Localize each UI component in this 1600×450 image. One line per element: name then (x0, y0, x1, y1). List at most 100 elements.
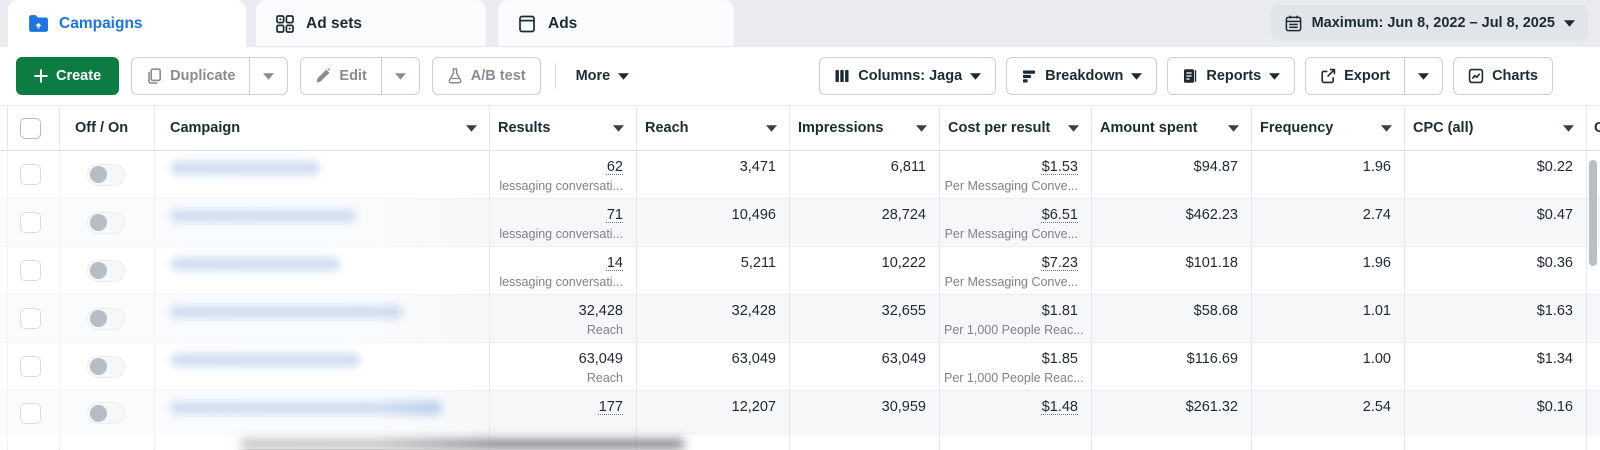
campaign-toggle-off[interactable] (87, 307, 125, 330)
sort-caret-icon[interactable] (1068, 124, 1079, 132)
cost-per-result-sublabel: Per Messaging Conve... (944, 227, 1078, 241)
row-gutter (0, 151, 8, 199)
header-campaign[interactable]: Campaign (155, 106, 490, 151)
frequency-value: 2.54 (1362, 399, 1391, 415)
row-campaign-cell[interactable] (155, 391, 490, 435)
results: 32,428 Reach (490, 295, 637, 343)
cost-per-result: $1.48 (940, 391, 1092, 435)
header-off-on[interactable]: Off / On (60, 106, 155, 151)
results-sublabel: Reach (586, 371, 623, 385)
frequency-value: 2.74 (1362, 207, 1391, 223)
row-campaign-cell[interactable] (155, 199, 490, 247)
breakdown-button[interactable]: Breakdown (1006, 57, 1158, 95)
header-cpc[interactable]: CPC (all) (1405, 106, 1587, 151)
export-button[interactable]: Export (1306, 58, 1405, 94)
header-impressions[interactable]: Impressions (790, 106, 940, 151)
sort-caret-icon[interactable] (1228, 124, 1239, 132)
header-frequency[interactable]: Frequency (1252, 106, 1405, 151)
export-button-group: Export (1305, 57, 1444, 95)
row-metric-cell (790, 435, 940, 450)
create-button[interactable]: Create (16, 57, 120, 95)
header-reach[interactable]: Reach (637, 106, 790, 151)
cpc-value: $0.16 (1536, 399, 1573, 415)
columns-button[interactable]: Columns: Jaga (819, 57, 997, 95)
amount-spent: $101.18 (1092, 247, 1252, 295)
campaign-toggle-off[interactable] (87, 355, 125, 378)
cost-per-result-value: $6.51 (1041, 207, 1078, 223)
cpc: $0.36 (1405, 247, 1587, 295)
row-toggle-cell (60, 199, 155, 247)
header-cost-per-result[interactable]: Cost per result (940, 106, 1092, 151)
duplicate-dropdown-toggle[interactable] (249, 58, 287, 94)
row-campaign-cell[interactable] (155, 151, 490, 199)
charts-icon (1468, 68, 1484, 84)
row-metric-cell (940, 435, 1092, 450)
plus-icon (34, 69, 48, 83)
header-select-cell (8, 106, 60, 151)
amount-spent-value: $58.68 (1193, 303, 1238, 319)
impressions-value: 28,724 (881, 207, 926, 223)
reports-button[interactable]: Reports (1167, 57, 1296, 95)
duplicate-button[interactable]: Duplicate (132, 58, 250, 94)
reach-value: 32,428 (731, 303, 776, 319)
frequency: 2.54 (1252, 391, 1405, 435)
select-all-checkbox[interactable] (20, 117, 41, 139)
ab-test-button[interactable]: A/B test (431, 57, 541, 95)
date-range-button[interactable]: Maximum: Jun 8, 2022 – Jul 8, 2025 (1270, 5, 1588, 41)
row-checkbox[interactable] (20, 356, 41, 377)
table-row: 177 12,207 30,959 $1.48 $261.32 2.54 $0.16 (0, 391, 1600, 435)
row-select-cell (8, 343, 60, 391)
frequency: 1.96 (1252, 151, 1405, 199)
tab-ad-sets[interactable]: Ad sets (256, 0, 486, 47)
chevron-down-icon (618, 72, 630, 80)
date-range-label: Maximum: Jun 8, 2022 – Jul 8, 2025 (1311, 15, 1555, 31)
cpc-value: $1.63 (1536, 303, 1573, 319)
sort-caret-icon[interactable] (766, 124, 777, 132)
header-amount-spent[interactable]: Amount spent (1092, 106, 1252, 151)
cpc: $0.16 (1405, 391, 1587, 435)
header-results[interactable]: Results (490, 106, 637, 151)
row-select-cell (8, 151, 60, 199)
sort-caret-icon[interactable] (466, 124, 477, 132)
row-checkbox[interactable] (20, 164, 41, 185)
amount-spent: $94.87 (1092, 151, 1252, 199)
row-campaign-cell[interactable] (155, 343, 490, 391)
chevron-down-icon (263, 72, 275, 80)
campaign-name-redacted (170, 209, 356, 223)
export-dropdown-toggle[interactable] (1404, 58, 1442, 94)
reach: 12,207 (637, 391, 790, 435)
sort-caret-icon[interactable] (1563, 124, 1574, 132)
amount-spent: $462.23 (1092, 199, 1252, 247)
campaign-toggle-off[interactable] (87, 259, 125, 282)
charts-button[interactable]: Charts (1453, 57, 1553, 95)
vertical-scrollbar[interactable] (1589, 160, 1597, 266)
row-gutter (0, 247, 8, 295)
row-checkbox[interactable] (20, 308, 41, 329)
pencil-icon (315, 68, 331, 84)
row-campaign-cell[interactable] (155, 295, 490, 343)
table-body: 62 lessaging conversati... 3,471 6,811 $1.53… (0, 151, 1600, 450)
tab-campaigns[interactable]: Campaigns (8, 0, 246, 47)
reports-icon (1182, 68, 1198, 84)
toggle-knob (90, 358, 107, 375)
tab-ads[interactable]: Ads (498, 0, 734, 47)
campaign-toggle-off[interactable] (87, 163, 125, 186)
row-checkbox[interactable] (20, 402, 41, 424)
campaign-toggle-off[interactable] (87, 211, 125, 234)
more-button[interactable]: More (569, 57, 636, 95)
row-metric-cell (1405, 435, 1587, 450)
row-campaign-cell[interactable] (155, 247, 490, 295)
row-gutter (0, 391, 8, 435)
edit-dropdown-toggle[interactable] (380, 58, 419, 94)
edit-button-group: Edit (300, 57, 420, 95)
campaign-toggle-off[interactable] (87, 402, 125, 424)
row-checkbox[interactable] (20, 260, 41, 281)
results: 71 lessaging conversati... (490, 199, 637, 247)
sort-caret-icon[interactable] (1381, 124, 1392, 132)
row-checkbox[interactable] (20, 212, 41, 233)
edit-button[interactable]: Edit (301, 58, 381, 94)
sort-caret-icon[interactable] (613, 124, 624, 132)
impressions-value: 32,655 (881, 303, 926, 319)
sort-caret-icon[interactable] (916, 124, 927, 132)
tab-ad-sets-label: Ad sets (306, 14, 362, 32)
